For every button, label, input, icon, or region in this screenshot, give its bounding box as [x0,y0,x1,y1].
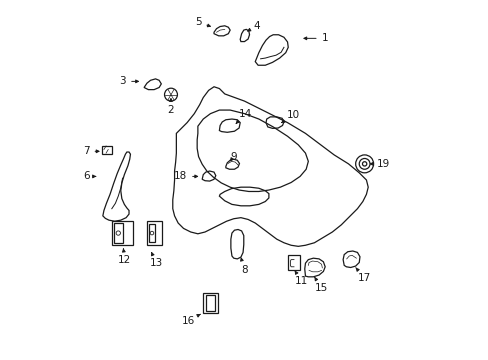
Text: 9: 9 [230,152,236,162]
Text: 16: 16 [182,314,200,325]
Text: 4: 4 [247,21,260,31]
Text: 18: 18 [174,171,197,181]
Text: 7: 7 [83,146,99,156]
Text: 5: 5 [194,17,210,27]
Text: 14: 14 [236,109,251,123]
Text: 6: 6 [83,171,95,181]
Text: 8: 8 [240,258,247,275]
Text: 3: 3 [119,76,138,86]
Text: 10: 10 [281,111,299,123]
Text: 12: 12 [118,249,131,265]
Text: 1: 1 [304,33,327,43]
Text: 17: 17 [355,267,370,283]
Text: 19: 19 [369,159,389,169]
Text: 11: 11 [294,271,307,286]
Text: 13: 13 [149,252,163,268]
Text: 2: 2 [167,99,174,115]
Text: 15: 15 [314,277,327,293]
